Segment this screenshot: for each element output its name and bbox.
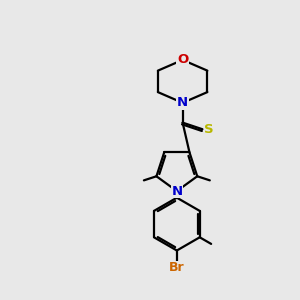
Text: N: N [177,96,188,109]
Text: Br: Br [169,261,185,274]
Text: N: N [171,184,182,198]
Text: O: O [177,53,188,66]
Text: S: S [204,123,214,136]
